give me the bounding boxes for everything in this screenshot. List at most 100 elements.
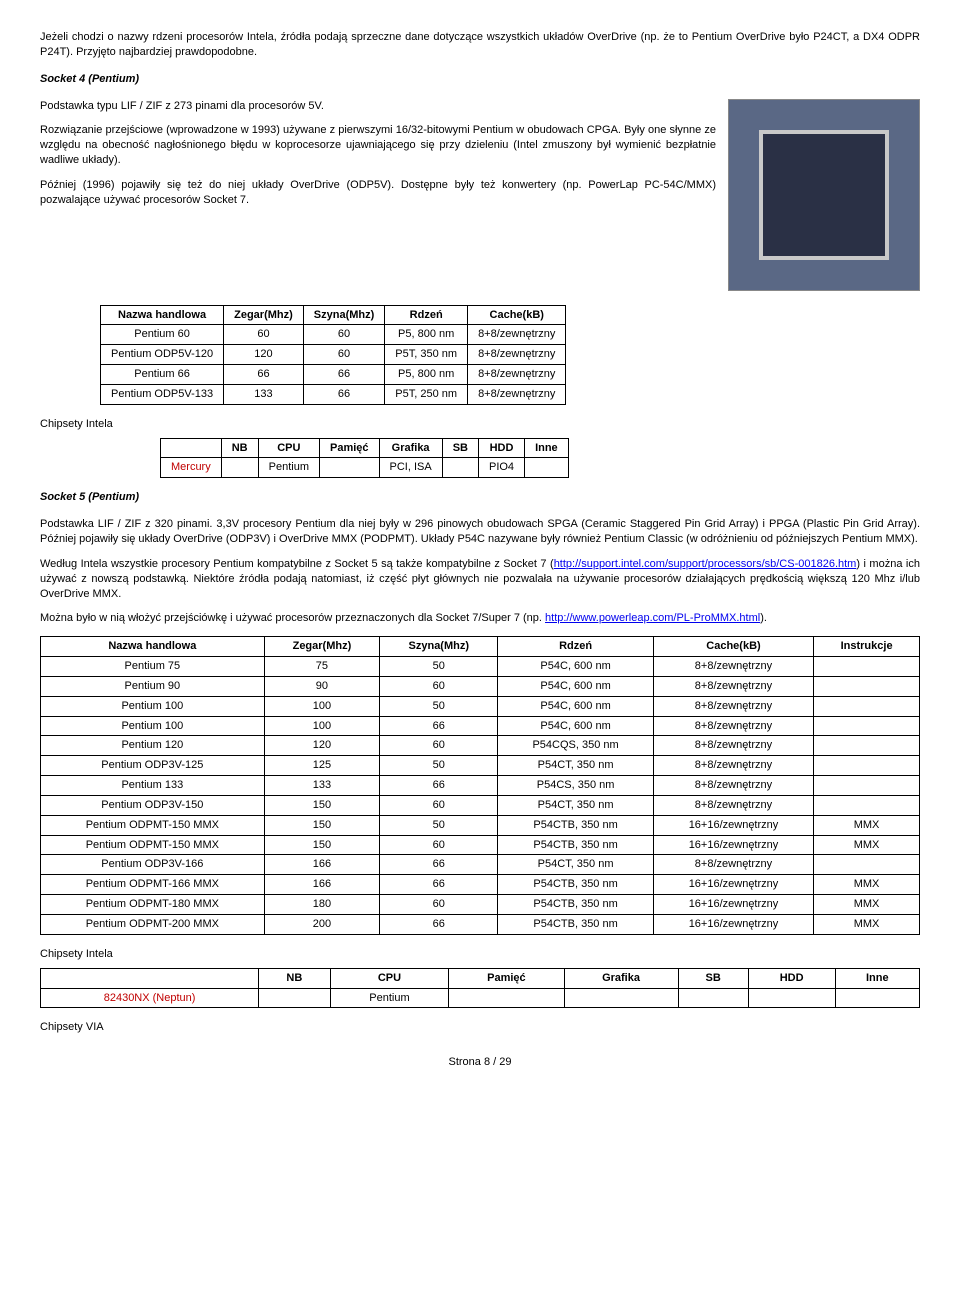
table-cell: 66 xyxy=(303,365,385,385)
table-cell: 16+16/zewnętrzny xyxy=(653,915,813,935)
table-cell: Pentium ODPMT-180 MMX xyxy=(41,895,265,915)
table-cell: Pentium ODP5V-120 xyxy=(101,345,224,365)
socket5-title: Socket 5 (Pentium) xyxy=(40,490,920,505)
table-cell xyxy=(814,657,920,677)
table-row: 82430NX (Neptun)Pentium xyxy=(41,988,920,1008)
table-cell: 16+16/zewnętrzny xyxy=(653,875,813,895)
table-cell: 8+8/zewnętrzny xyxy=(653,676,813,696)
chipset-via-label-s5: Chipsety VIA xyxy=(40,1020,920,1035)
table-cell: 150 xyxy=(264,835,380,855)
table-cell: P54CTB, 350 nm xyxy=(498,815,653,835)
table-cell: Pentium ODP3V-150 xyxy=(41,795,265,815)
table-cell xyxy=(835,988,919,1008)
table-header: Grafika xyxy=(379,438,442,458)
table-row: MercuryPentiumPCI, ISAPIO4 xyxy=(161,458,569,478)
table-cell: P54C, 600 nm xyxy=(498,676,653,696)
table-cell: 60 xyxy=(303,345,385,365)
table-cell: P5, 800 nm xyxy=(385,325,468,345)
table-cell: Pentium xyxy=(330,988,449,1008)
table-cell: 75 xyxy=(264,657,380,677)
table-cell xyxy=(814,776,920,796)
table-cell: 8+8/zewnętrzny xyxy=(653,716,813,736)
table-cell: 150 xyxy=(264,815,380,835)
table-row: Pentium ODP3V-15015060P54CT, 350 nm8+8/z… xyxy=(41,795,920,815)
table-cell xyxy=(814,716,920,736)
socket5-p3-link[interactable]: http://www.powerleap.com/PL-ProMMX.html xyxy=(545,612,760,624)
table-cell: Pentium ODPMT-150 MMX xyxy=(41,815,265,835)
table-cell: 50 xyxy=(380,815,498,835)
table-cell: 60 xyxy=(224,325,304,345)
table-cell: 16+16/zewnętrzny xyxy=(653,815,813,835)
table-cell: 60 xyxy=(380,736,498,756)
table-row: Pentium 606060P5, 800 nm8+8/zewnętrzny xyxy=(101,325,566,345)
table-cell: PIO4 xyxy=(478,458,524,478)
socket5-p3a: Można było w nią włożyć przejściówkę i u… xyxy=(40,612,545,624)
socket5-p3: Można było w nią włożyć przejściówkę i u… xyxy=(40,611,920,626)
table-row: Pentium 10010050P54C, 600 nm8+8/zewnętrz… xyxy=(41,696,920,716)
table-header: SB xyxy=(678,968,748,988)
table-cell: Pentium 120 xyxy=(41,736,265,756)
table-cell: P54CTB, 350 nm xyxy=(498,875,653,895)
table-cell: Pentium 100 xyxy=(41,716,265,736)
table-row: Pentium ODPMT-150 MMX15050P54CTB, 350 nm… xyxy=(41,815,920,835)
table-cell: 8+8/zewnętrzny xyxy=(653,855,813,875)
table-cell: Pentium ODPMT-200 MMX xyxy=(41,915,265,935)
table-cell: 66 xyxy=(380,915,498,935)
table-cell: 16+16/zewnętrzny xyxy=(653,835,813,855)
socket5-p2a: Według Intela wszystkie procesory Pentiu… xyxy=(40,558,554,570)
table-row: Pentium 10010066P54C, 600 nm8+8/zewnętrz… xyxy=(41,716,920,736)
table-cell: P54CT, 350 nm xyxy=(498,855,653,875)
table-cell: P5, 800 nm xyxy=(385,365,468,385)
socket5-p2-link[interactable]: http://support.intel.com/support/process… xyxy=(554,558,857,570)
table-cell: 8+8/zewnętrzny xyxy=(653,756,813,776)
table-header: Szyna(Mhz) xyxy=(303,305,385,325)
chipset-intel-label-s4: Chipsety Intela xyxy=(40,417,920,432)
table-row: Pentium ODP3V-12512550P54CT, 350 nm8+8/z… xyxy=(41,756,920,776)
socket5-p2: Według Intela wszystkie procesory Pentiu… xyxy=(40,557,920,602)
socket5-chipset-table: NBCPUPamięćGrafikaSBHDDInne82430NX (Nept… xyxy=(40,968,920,1009)
table-cell: Pentium ODPMT-166 MMX xyxy=(41,875,265,895)
table-cell: 125 xyxy=(264,756,380,776)
table-cell: 66 xyxy=(303,384,385,404)
table-header: HDD xyxy=(478,438,524,458)
table-cell: MMX xyxy=(814,915,920,935)
table-cell xyxy=(814,756,920,776)
table-cell xyxy=(221,458,258,478)
table-cell: 90 xyxy=(264,676,380,696)
socket4-chipset-table: NBCPUPamięćGrafikaSBHDDInneMercuryPentiu… xyxy=(160,438,569,479)
table-cell: Pentium 60 xyxy=(101,325,224,345)
socket4-image xyxy=(728,99,920,291)
table-cell: 150 xyxy=(264,795,380,815)
table-cell: 60 xyxy=(380,676,498,696)
table-cell: 60 xyxy=(380,835,498,855)
table-cell: Pentium ODP3V-125 xyxy=(41,756,265,776)
table-cell: 180 xyxy=(264,895,380,915)
table-cell: 200 xyxy=(264,915,380,935)
table-cell: Pentium ODP3V-166 xyxy=(41,855,265,875)
table-cell xyxy=(259,988,330,1008)
table-cell: 8+8/zewnętrzny xyxy=(653,776,813,796)
table-cell: P5T, 350 nm xyxy=(385,345,468,365)
table-header: Instrukcje xyxy=(814,637,920,657)
table-cell: 8+8/zewnętrzny xyxy=(653,795,813,815)
table-cell: P54CQS, 350 nm xyxy=(498,736,653,756)
table-cell: Pentium 90 xyxy=(41,676,265,696)
chipset-intel-label-s5: Chipsety Intela xyxy=(40,947,920,962)
table-cell: 166 xyxy=(264,875,380,895)
table-cell: Pentium 100 xyxy=(41,696,265,716)
table-row: Pentium ODP5V-12012060P5T, 350 nm8+8/zew… xyxy=(101,345,566,365)
table-cell xyxy=(814,736,920,756)
table-cell: Mercury xyxy=(161,458,222,478)
table-header: NB xyxy=(259,968,330,988)
table-cell: P54C, 600 nm xyxy=(498,657,653,677)
table-cell: MMX xyxy=(814,835,920,855)
table-cell: P54CTB, 350 nm xyxy=(498,835,653,855)
table-row: Pentium ODPMT-150 MMX15060P54CTB, 350 nm… xyxy=(41,835,920,855)
table-row: Pentium 13313366P54CS, 350 nm8+8/zewnętr… xyxy=(41,776,920,796)
table-cell xyxy=(814,855,920,875)
table-cell: Pentium xyxy=(258,458,319,478)
intro-paragraph: Jeżeli chodzi o nazwy rdzeni procesorów … xyxy=(40,30,920,60)
table-row: Pentium ODPMT-200 MMX20066P54CTB, 350 nm… xyxy=(41,915,920,935)
table-row: Pentium 909060P54C, 600 nm8+8/zewnętrzny xyxy=(41,676,920,696)
table-header: Inne xyxy=(835,968,919,988)
